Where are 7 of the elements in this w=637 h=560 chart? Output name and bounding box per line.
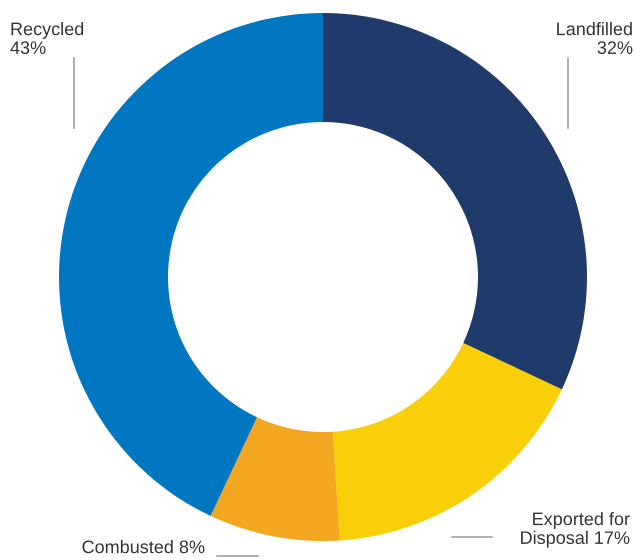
slice-label: Exported for Disposal 17% xyxy=(521,512,630,548)
slice-label: Recycled xyxy=(11,22,84,39)
slice-label: Combusted 8% xyxy=(82,540,204,554)
donut-slice xyxy=(210,417,340,541)
data-label: 32% xyxy=(598,41,632,54)
data-label: 43% xyxy=(10,41,46,54)
slice-label: Landfilled xyxy=(557,22,632,36)
